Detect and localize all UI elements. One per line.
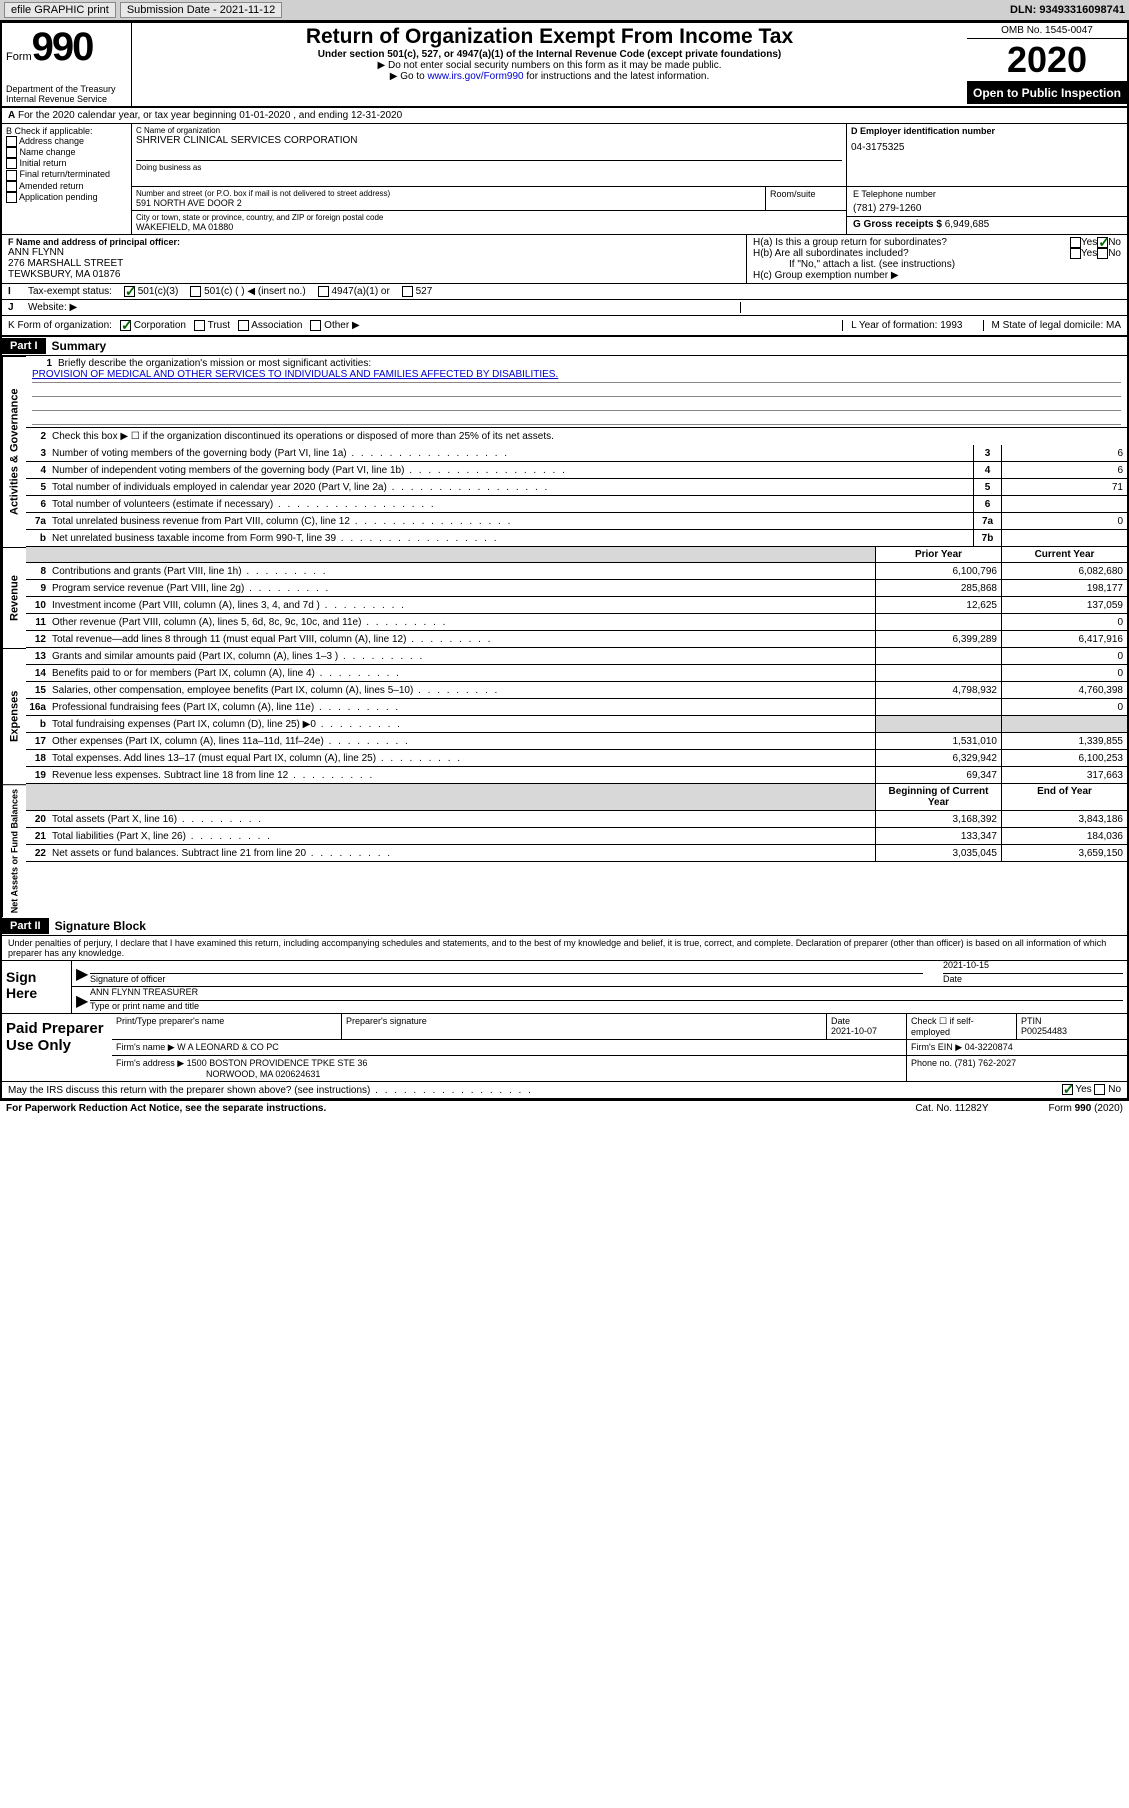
exp-line-13: 13 Grants and similar amounts paid (Part… (26, 648, 1127, 665)
tax-year: 2020 (967, 39, 1127, 82)
form-container: Form 990 Department of the Treasury Inte… (0, 21, 1129, 1101)
rev-line-8: 8 Contributions and grants (Part VIII, l… (26, 563, 1127, 580)
side-revenue: Revenue (2, 547, 26, 648)
exp-line-18: 18 Total expenses. Add lines 13–17 (must… (26, 750, 1127, 767)
header-row: Form 990 Department of the Treasury Inte… (2, 23, 1127, 108)
gov-line-3: 3 Number of voting members of the govern… (26, 445, 1127, 462)
gov-line-5: 5 Total number of individuals employed i… (26, 479, 1127, 496)
irs-link[interactable]: www.irs.gov/Form990 (427, 71, 523, 82)
exp-line-14: 14 Benefits paid to or for members (Part… (26, 665, 1127, 682)
side-netassets: Net Assets or Fund Balances (2, 784, 26, 917)
box-c-street: Number and street (or P.O. box if mail i… (132, 187, 766, 210)
gov-line-4: 4 Number of independent voting members o… (26, 462, 1127, 479)
row-j: JWebsite: ▶ (2, 300, 1127, 316)
row-k: K Form of organization: Corporation Trus… (2, 316, 1127, 337)
gov-line-6: 6 Total number of volunteers (estimate i… (26, 496, 1127, 513)
dept-label: Department of the Treasury Internal Reve… (6, 84, 127, 104)
note-2: ▶ Go to www.irs.gov/Form990 for instruct… (138, 71, 961, 82)
part1-header: Part I Summary (2, 337, 1127, 356)
box-c-name: C Name of organization SHRIVER CLINICAL … (132, 124, 847, 186)
cb-app-pending[interactable]: Application pending (6, 192, 127, 203)
part2-header: Part II Signature Block (2, 917, 1127, 936)
submission-date-button[interactable]: Submission Date - 2021-11-12 (120, 2, 282, 18)
sign-section: Sign Here ▶ Signature of officer 2021-10… (2, 961, 1127, 1014)
footer: For Paperwork Reduction Act Notice, see … (0, 1101, 1129, 1116)
section-fh: F Name and address of principal officer:… (2, 235, 1127, 284)
mission-text[interactable]: PROVISION OF MEDICAL AND OTHER SERVICES … (32, 369, 558, 380)
box-l: L Year of formation: 1993 (842, 320, 962, 331)
form-title: Return of Organization Exempt From Incom… (138, 25, 961, 49)
omb-number: OMB No. 1545-0047 (967, 23, 1127, 39)
mission-box: 1Briefly describe the organization's mis… (26, 356, 1127, 428)
net-line-20: 20 Total assets (Part X, line 16) 3,168,… (26, 811, 1127, 828)
box-h: H(a) Is this a group return for subordin… (747, 235, 1127, 283)
cb-assoc[interactable]: Association (238, 320, 302, 331)
side-expenses: Expenses (2, 648, 26, 784)
cb-name-change[interactable]: Name change (6, 147, 127, 158)
side-governance: Activities & Governance (2, 356, 26, 547)
rev-line-9: 9 Program service revenue (Part VIII, li… (26, 580, 1127, 597)
note-1: ▶ Do not enter social security numbers o… (138, 60, 961, 71)
cb-amended[interactable]: Amended return (6, 181, 127, 192)
cb-final-return[interactable]: Final return/terminated (6, 169, 127, 180)
header-left: Form 990 Department of the Treasury Inte… (2, 23, 132, 106)
net-line-21: 21 Total liabilities (Part X, line 26) 1… (26, 828, 1127, 845)
row-i: I Tax-exempt status: 501(c)(3) 501(c) ( … (2, 284, 1127, 300)
box-f: F Name and address of principal officer:… (2, 235, 747, 283)
net-line-22: 22 Net assets or fund balances. Subtract… (26, 845, 1127, 862)
top-bar: efile GRAPHIC print Submission Date - 20… (0, 0, 1129, 21)
exp-line-19: 19 Revenue less expenses. Subtract line … (26, 767, 1127, 784)
box-c-city: City or town, state or province, country… (132, 211, 846, 234)
preparer-section: Paid Preparer Use Only Print/Type prepar… (2, 1014, 1127, 1082)
box-e-phone: E Telephone number (781) 279-1260 (847, 187, 1127, 217)
cb-corp[interactable]: Corporation (120, 320, 186, 331)
rev-line-12: 12 Total revenue—add lines 8 through 11 … (26, 631, 1127, 648)
exp-line-16a: 16a Professional fundraising fees (Part … (26, 699, 1127, 716)
gov-line-b: b Net unrelated business taxable income … (26, 530, 1127, 547)
cb-527[interactable]: 527 (402, 286, 432, 297)
form-subtitle: Under section 501(c), 527, or 4947(a)(1)… (138, 49, 961, 60)
efile-button[interactable]: efile GRAPHIC print (4, 2, 116, 18)
gov-line-7a: 7a Total unrelated business revenue from… (26, 513, 1127, 530)
exp-line-b: b Total fundraising expenses (Part IX, c… (26, 716, 1127, 733)
box-d-ein: D Employer identification number 04-3175… (847, 124, 1127, 186)
section-bcd: B Check if applicable: Address change Na… (2, 124, 1127, 235)
line-a: A For the 2020 calendar year, or tax yea… (2, 108, 1127, 124)
penalty-text: Under penalties of perjury, I declare th… (2, 936, 1127, 961)
room-suite: Room/suite (766, 187, 846, 210)
cb-4947[interactable]: 4947(a)(1) or (318, 286, 390, 297)
irs-discuss-row: May the IRS discuss this return with the… (2, 1082, 1127, 1098)
box-b: B Check if applicable: Address change Na… (2, 124, 132, 234)
cb-initial-return[interactable]: Initial return (6, 158, 127, 169)
rev-line-10: 10 Investment income (Part VIII, column … (26, 597, 1127, 614)
box-m: M State of legal domicile: MA (983, 320, 1122, 331)
form-word: Form (6, 51, 32, 63)
box-g-gross: G Gross receipts $ 6,949,685 (847, 217, 1127, 232)
dln-label: DLN: 93493316098741 (1010, 4, 1125, 16)
cb-501c3[interactable]: 501(c)(3) (124, 286, 178, 297)
exp-line-17: 17 Other expenses (Part IX, column (A), … (26, 733, 1127, 750)
inspection-badge: Open to Public Inspection (967, 82, 1127, 104)
cb-trust[interactable]: Trust (194, 320, 230, 331)
cb-address-change[interactable]: Address change (6, 136, 127, 147)
cb-501c[interactable]: 501(c) ( ) ◀ (insert no.) (190, 286, 305, 297)
cb-other[interactable]: Other ▶ (310, 320, 359, 331)
rev-line-11: 11 Other revenue (Part VIII, column (A),… (26, 614, 1127, 631)
exp-line-15: 15 Salaries, other compensation, employe… (26, 682, 1127, 699)
header-right: OMB No. 1545-0047 2020 Open to Public In… (967, 23, 1127, 106)
header-center: Return of Organization Exempt From Incom… (132, 23, 967, 106)
form-number: 990 (32, 25, 93, 70)
